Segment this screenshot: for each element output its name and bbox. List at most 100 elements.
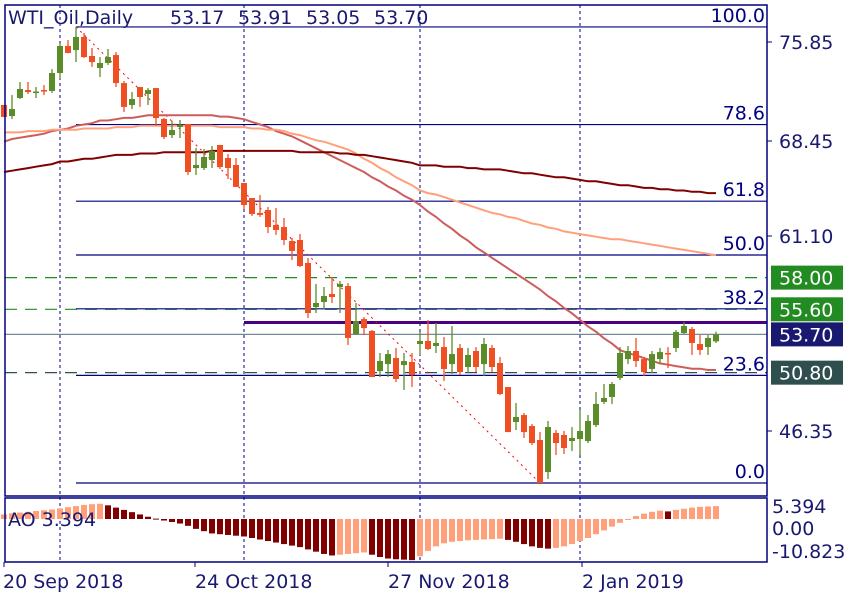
candle-body — [1, 104, 7, 117]
candle-body — [105, 57, 111, 63]
ao-bar — [313, 519, 319, 552]
ao-bar — [513, 519, 519, 542]
candle-body — [49, 73, 55, 91]
price-badge — [771, 265, 843, 290]
fib-level-label: 61.8 — [723, 179, 765, 201]
ao-bar — [425, 519, 431, 551]
date-grid — [3, 5, 772, 567]
ao-bar — [193, 519, 199, 529]
ao-bar — [273, 519, 279, 543]
y-tick-label: 68.45 — [779, 131, 833, 153]
candle-body — [697, 344, 703, 350]
candle-body — [385, 354, 391, 365]
candle-body — [585, 420, 591, 442]
ao-bar — [89, 504, 95, 519]
candle-body — [705, 337, 711, 348]
candle-body — [161, 118, 167, 138]
ao-bar — [113, 507, 119, 519]
candle-body — [65, 45, 71, 53]
candle-body — [129, 99, 135, 105]
candles — [1, 26, 719, 484]
ao-bar — [553, 519, 559, 548]
ao-bar — [265, 519, 271, 542]
y-tick-label: 61.10 — [779, 226, 833, 248]
ao-bar — [649, 511, 655, 519]
candle-body — [9, 109, 15, 117]
candle-body — [177, 125, 183, 128]
ao-bar — [473, 519, 479, 540]
candle-body — [25, 90, 31, 93]
candle-body — [113, 55, 119, 84]
candle-body — [593, 403, 599, 426]
ao-bar — [665, 511, 671, 519]
moving-average-line — [3, 149, 716, 195]
ao-bar — [641, 513, 647, 519]
candle-body — [649, 354, 655, 369]
ao-bar — [241, 519, 247, 537]
ao-bar — [185, 519, 191, 526]
ao-bar — [713, 506, 719, 519]
candle-body — [225, 158, 231, 169]
candle-body — [673, 332, 679, 348]
candle-body — [153, 88, 159, 119]
candle-body — [665, 352, 671, 355]
ao-bar — [1, 514, 7, 519]
candle-body — [273, 224, 279, 230]
candle-body — [617, 352, 623, 378]
candle-body — [81, 36, 87, 58]
candle-body — [97, 62, 103, 69]
ao-bar — [145, 516, 151, 519]
candle-body — [569, 438, 575, 442]
ao-bar — [537, 519, 543, 548]
candle-body — [193, 165, 199, 169]
candle-body — [577, 431, 583, 440]
ao-bar — [417, 519, 423, 557]
candle-body — [449, 354, 455, 365]
ao-bar — [201, 519, 207, 532]
ao-bar — [17, 512, 23, 519]
price-badge-label: 50.80 — [779, 363, 833, 385]
candle-body — [713, 334, 719, 342]
candle-body — [441, 347, 447, 369]
candle-body — [185, 123, 191, 173]
candle-body — [41, 90, 47, 92]
candle-body — [137, 87, 143, 98]
candle-body — [481, 344, 487, 365]
ao-label: AO 3.394 — [8, 509, 96, 531]
ao-panel-frame — [4, 497, 768, 563]
candle-body — [249, 198, 255, 214]
ao-bar — [489, 519, 495, 540]
moving-averages — [3, 114, 717, 371]
ao-bar — [217, 519, 223, 535]
ao-bar — [689, 507, 695, 519]
candle-body — [657, 352, 663, 360]
ao-bar — [57, 508, 63, 519]
ao-tick-label: 0.00 — [772, 518, 814, 540]
moving-average-line — [4, 124, 717, 257]
fibonacci-retracement[interactable]: 100.0 78.6 61.8 50.0 38.2 23.6 0.0 — [75, 5, 767, 484]
ao-bar — [385, 519, 391, 559]
ao-bar — [657, 510, 663, 519]
candle-body — [241, 182, 247, 206]
y-tick-label: 75.85 — [779, 32, 833, 54]
candle-body — [369, 330, 375, 378]
ao-bar — [121, 509, 127, 519]
ao-bar — [697, 506, 703, 519]
x-tick-label: 2 Jan 2019 — [582, 571, 684, 593]
ao-bar — [393, 519, 399, 560]
x-tick-label: 20 Sep 2018 — [3, 571, 123, 593]
candle-body — [89, 55, 95, 63]
ao-bar — [81, 504, 87, 519]
candle-body — [265, 210, 271, 228]
candle-body — [257, 212, 263, 215]
candle-body — [145, 90, 151, 95]
candle-body — [337, 283, 343, 287]
candle-body — [681, 326, 687, 334]
candle-body — [625, 351, 631, 360]
ao-bar — [129, 512, 135, 519]
ao-bar — [577, 519, 583, 542]
ao-bar — [377, 519, 383, 557]
candle-body — [233, 165, 239, 187]
ao-bar — [33, 511, 39, 519]
